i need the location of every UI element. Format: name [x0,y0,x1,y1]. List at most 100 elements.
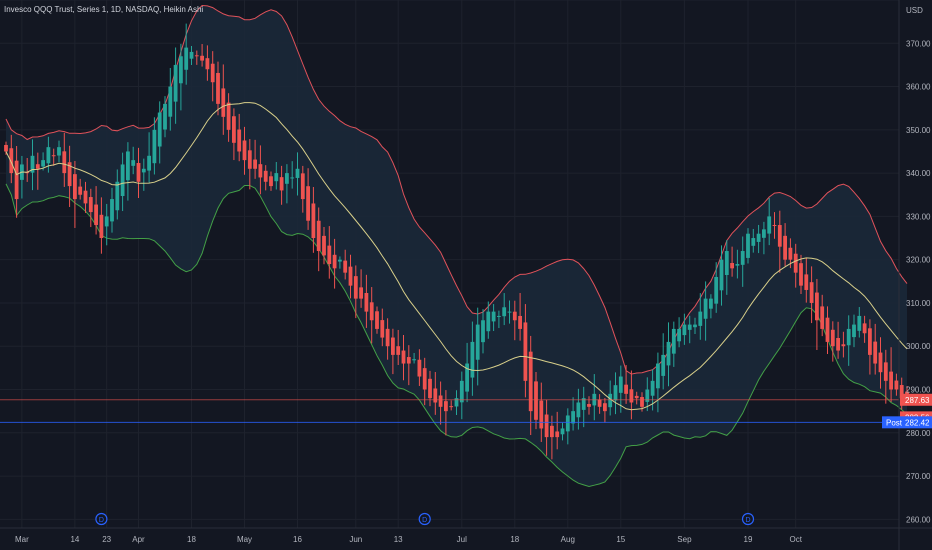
candle-body [894,380,899,390]
candle-body [322,235,326,256]
y-tick-label: 320.00 [906,256,931,265]
candle-body [825,317,830,342]
candle-body [783,235,787,260]
x-tick-label: Sep [677,535,692,544]
candle-body [189,51,194,59]
candle-body [131,160,136,166]
candle-body [846,328,851,346]
candle-body [899,385,904,399]
candle-body [73,174,77,200]
candle-body [4,144,8,152]
candle-body [375,311,379,329]
y-tick-label: 310.00 [906,299,931,308]
candle-body [338,259,342,262]
candle-body [300,173,305,200]
candle-body [608,393,613,408]
price-tag-label: 287.63 [905,396,930,405]
dividend-marker-label: D [422,517,427,524]
candle-body [740,251,745,265]
x-tick-label: 14 [70,535,79,544]
candle-body [751,238,756,246]
candle-body [618,376,623,393]
candle-body [152,129,157,164]
candle-body [269,176,273,187]
candle-body [730,263,734,269]
x-tick-label: 13 [394,535,403,544]
candle-body [857,315,862,331]
candle-body [518,315,522,329]
candle-body [359,287,363,299]
x-tick-label: Jul [457,535,467,544]
x-tick-label: Apr [132,535,145,544]
candle-body [836,338,840,351]
y-tick-label: 270.00 [906,472,931,481]
y-tick-label: 260.00 [906,515,931,524]
price-tag [900,393,932,406]
candle-body [348,266,353,286]
candle-body [820,306,825,329]
candle-body [512,311,517,321]
candle-body [878,352,883,373]
candle-body [83,190,88,204]
candle-body [194,55,199,57]
candle-body [444,401,448,412]
dividend-marker [418,512,431,526]
post-label: Post [886,418,903,427]
candle-body [88,197,93,213]
candle-body [724,251,729,275]
candle-body [332,254,337,269]
candle-body [454,398,459,407]
x-tick-label: 18 [187,535,196,544]
candle-body [624,384,628,394]
candle-body [396,346,401,355]
candle-body [157,112,162,147]
x-tick-label: 23 [102,535,111,544]
candle-body [587,404,591,407]
candle-body [459,380,464,403]
y-tick-label: 350.00 [906,126,931,135]
x-tick-label: 19 [744,535,753,544]
candle-body [258,164,263,178]
candle-body [830,329,835,347]
candle-body [67,162,72,187]
candle-body [788,247,793,260]
dividend-marker-label: D [745,517,750,524]
candle-body [417,359,422,377]
x-tick-label: 18 [510,535,519,544]
candle-body [539,400,544,429]
candle-body [94,204,98,226]
candle-body [380,320,385,338]
candle-body [772,224,777,226]
candle-body [120,164,125,197]
candle-body [428,378,432,399]
x-tick-label: Mar [15,535,29,544]
candle-body [645,389,650,402]
lower-band-line [5,183,908,488]
candle-body [597,399,602,407]
candle-body [889,371,893,390]
candle-body [703,298,708,319]
candle-body [528,351,533,412]
candle-body [290,177,295,179]
candle-body [110,199,114,222]
candle-body [746,233,750,258]
candle-body [200,55,204,61]
candle-body [263,170,268,182]
y-tick-label: 360.00 [906,83,931,92]
candle-body [576,402,581,418]
candle-body [285,173,289,184]
candle-body [640,397,644,407]
candle-body [852,324,856,338]
candle-body [136,162,141,182]
candle-body [793,253,798,273]
candle-body [486,311,491,332]
candle-body [385,328,390,347]
candle-body [226,102,231,130]
candle-body [735,264,740,266]
x-tick-label: 16 [293,535,302,544]
candle-body [650,380,655,396]
candle-body [232,116,236,143]
x-tick-label: Jun [349,535,362,544]
